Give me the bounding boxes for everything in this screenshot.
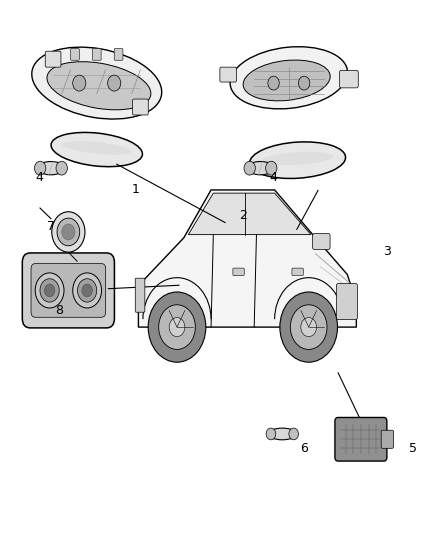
- Text: 8: 8: [55, 304, 63, 317]
- Circle shape: [56, 161, 67, 175]
- Circle shape: [40, 279, 59, 302]
- Circle shape: [280, 292, 338, 362]
- Text: 5: 5: [409, 442, 417, 455]
- Ellipse shape: [230, 47, 348, 109]
- Ellipse shape: [246, 161, 275, 175]
- FancyBboxPatch shape: [336, 284, 357, 320]
- FancyBboxPatch shape: [233, 268, 244, 276]
- Ellipse shape: [47, 62, 151, 110]
- Circle shape: [52, 212, 85, 252]
- Circle shape: [82, 284, 92, 297]
- Text: 4: 4: [35, 171, 43, 184]
- FancyBboxPatch shape: [133, 99, 148, 115]
- Circle shape: [169, 318, 185, 337]
- FancyBboxPatch shape: [313, 233, 330, 249]
- Ellipse shape: [268, 428, 297, 440]
- Polygon shape: [188, 193, 311, 235]
- FancyBboxPatch shape: [71, 49, 79, 60]
- Text: 1: 1: [132, 183, 140, 196]
- Polygon shape: [138, 190, 357, 327]
- FancyBboxPatch shape: [135, 278, 145, 312]
- Circle shape: [301, 318, 317, 337]
- Circle shape: [244, 161, 255, 175]
- Circle shape: [265, 161, 277, 175]
- FancyBboxPatch shape: [292, 268, 303, 276]
- Circle shape: [57, 218, 80, 246]
- Ellipse shape: [63, 141, 131, 155]
- Text: 3: 3: [383, 245, 391, 258]
- Text: 4: 4: [269, 171, 277, 184]
- Circle shape: [159, 305, 195, 350]
- Ellipse shape: [32, 47, 162, 119]
- Circle shape: [268, 76, 279, 90]
- Ellipse shape: [243, 60, 330, 101]
- FancyBboxPatch shape: [45, 51, 61, 67]
- FancyBboxPatch shape: [114, 49, 123, 60]
- Circle shape: [35, 161, 46, 175]
- Circle shape: [44, 284, 55, 297]
- Circle shape: [266, 428, 276, 440]
- FancyBboxPatch shape: [339, 70, 358, 88]
- FancyBboxPatch shape: [92, 49, 101, 60]
- FancyBboxPatch shape: [22, 253, 114, 328]
- Ellipse shape: [37, 161, 65, 175]
- Circle shape: [62, 224, 75, 240]
- FancyBboxPatch shape: [381, 430, 393, 448]
- Circle shape: [289, 428, 298, 440]
- Circle shape: [148, 292, 206, 362]
- FancyBboxPatch shape: [335, 417, 387, 461]
- Circle shape: [73, 75, 86, 91]
- FancyBboxPatch shape: [31, 264, 106, 317]
- Circle shape: [73, 273, 102, 308]
- Circle shape: [290, 305, 327, 350]
- Ellipse shape: [261, 152, 334, 165]
- Text: 6: 6: [300, 442, 307, 455]
- FancyBboxPatch shape: [220, 67, 237, 82]
- Circle shape: [298, 76, 310, 90]
- Ellipse shape: [250, 142, 346, 179]
- Circle shape: [108, 75, 121, 91]
- Circle shape: [35, 273, 64, 308]
- Text: 7: 7: [46, 220, 55, 233]
- Text: 2: 2: [239, 209, 247, 222]
- Circle shape: [78, 279, 97, 302]
- Ellipse shape: [51, 132, 142, 167]
